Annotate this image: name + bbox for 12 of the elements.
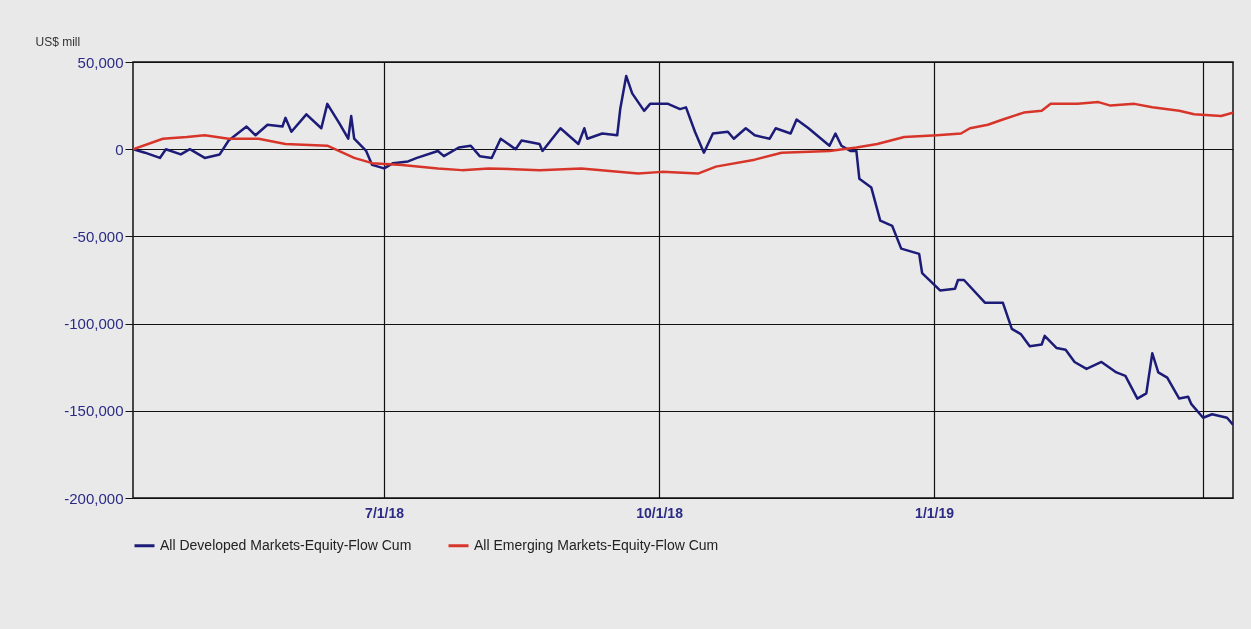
y-tick-label: 0 [115, 140, 124, 158]
legend-label: All Developed Markets-Equity-Flow Cum [160, 536, 412, 553]
x-tick-label: 10/1/18 [636, 504, 684, 521]
x-tick-label: 7/1/18 [365, 504, 405, 521]
y-tick-label: -200,000 [64, 489, 124, 507]
y-axis-title: US$ mill [35, 34, 81, 49]
y-tick-label: 50,000 [77, 53, 124, 71]
y-tick-label: -150,000 [64, 402, 124, 420]
legend-label: All Emerging Markets-Equity-Flow Cum [474, 536, 719, 553]
x-tick-label: 1/1/19 [915, 504, 955, 521]
y-tick-label: -50,000 [72, 227, 124, 245]
y-tick-label: -100,000 [64, 315, 124, 333]
